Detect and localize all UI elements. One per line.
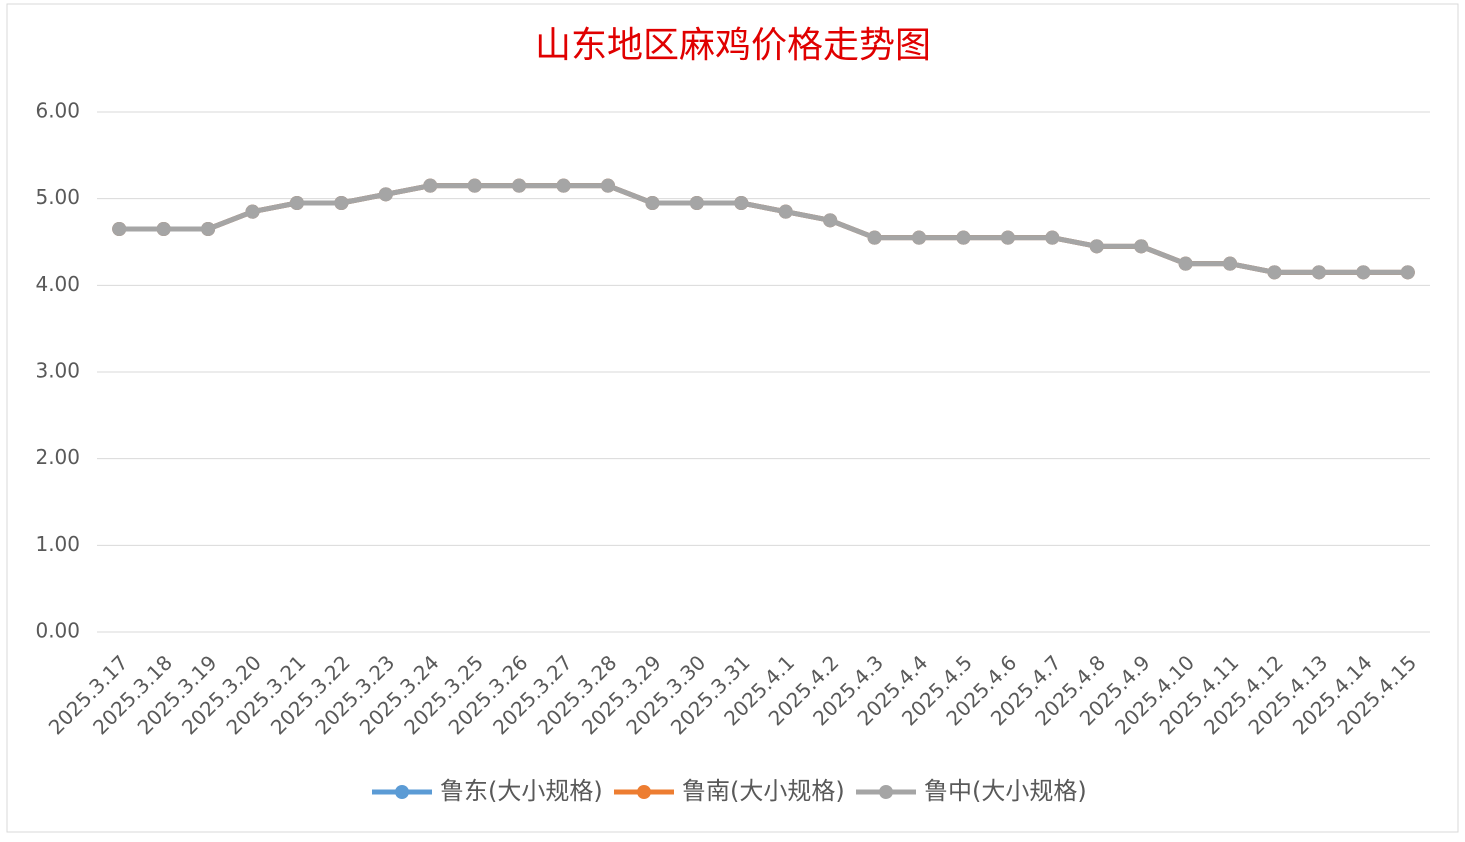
data-point <box>378 187 393 202</box>
data-point <box>956 230 971 245</box>
data-point <box>734 196 749 210</box>
data-point <box>334 196 349 210</box>
y-tick-label: 1.00 <box>35 532 80 556</box>
data-point <box>1178 256 1193 271</box>
data-point <box>201 222 216 236</box>
y-tick-label: 4.00 <box>35 272 80 296</box>
data-point <box>912 230 927 245</box>
data-point <box>645 196 660 210</box>
data-point <box>1356 265 1371 280</box>
data-point <box>512 178 527 193</box>
data-point <box>1089 239 1104 254</box>
y-tick-label: 0.00 <box>35 619 80 643</box>
legend-label: 鲁中(大小规格) <box>924 777 1087 805</box>
series-line <box>119 183 1408 275</box>
legend-marker <box>395 785 409 799</box>
data-point <box>556 178 571 193</box>
data-point <box>823 213 838 228</box>
y-tick-label: 3.00 <box>35 359 80 383</box>
data-point <box>156 222 171 236</box>
data-point <box>112 222 127 236</box>
data-point <box>1400 265 1415 280</box>
data-point <box>467 178 482 193</box>
data-point <box>1000 230 1015 245</box>
chart-frame <box>6 3 1459 833</box>
chart-title: 山东地区麻鸡价格走势图 <box>535 25 931 66</box>
data-point <box>245 204 260 219</box>
legend-label: 鲁东(大小规格) <box>440 777 603 805</box>
y-tick-label: 2.00 <box>35 445 80 469</box>
y-tick-label: 6.00 <box>35 99 80 123</box>
data-point <box>1045 230 1060 245</box>
legend-marker <box>637 785 651 799</box>
data-point <box>1134 239 1149 254</box>
y-tick-label: 5.00 <box>35 185 80 209</box>
data-point <box>1267 265 1282 280</box>
data-point <box>778 204 793 219</box>
data-point <box>289 196 304 210</box>
data-point <box>600 178 615 193</box>
data-point <box>1223 256 1238 271</box>
data-point <box>423 178 438 193</box>
data-point <box>1311 265 1326 280</box>
legend-label: 鲁南(大小规格) <box>682 777 845 805</box>
data-point <box>867 230 882 245</box>
data-point <box>689 196 704 210</box>
legend-marker <box>879 785 893 799</box>
